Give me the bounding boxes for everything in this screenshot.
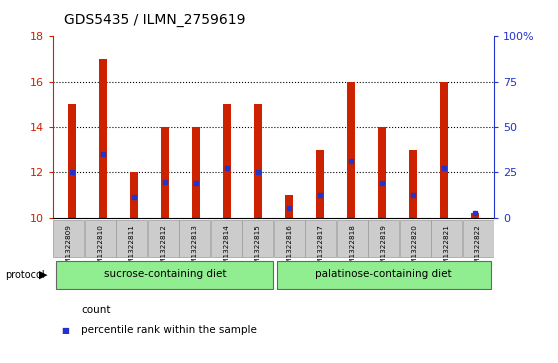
- Bar: [316, 150, 324, 218]
- Bar: [161, 127, 169, 218]
- Bar: [431, 220, 462, 257]
- Bar: [192, 127, 200, 218]
- Text: GSM1322813: GSM1322813: [192, 224, 198, 273]
- Bar: [368, 220, 399, 257]
- Bar: [56, 261, 273, 289]
- Text: count: count: [81, 305, 110, 315]
- Bar: [179, 220, 210, 257]
- Text: GSM1322816: GSM1322816: [286, 224, 292, 273]
- Text: GSM1322819: GSM1322819: [381, 224, 387, 273]
- Text: GSM1322810: GSM1322810: [97, 224, 103, 273]
- Bar: [148, 220, 179, 257]
- Text: percentile rank within the sample: percentile rank within the sample: [81, 325, 257, 335]
- Bar: [347, 82, 355, 218]
- Bar: [99, 59, 107, 218]
- Bar: [472, 213, 479, 218]
- Text: GSM1322822: GSM1322822: [475, 224, 481, 273]
- Bar: [116, 220, 147, 257]
- Bar: [409, 150, 417, 218]
- Bar: [54, 220, 84, 257]
- Bar: [277, 261, 490, 289]
- Bar: [400, 220, 431, 257]
- Text: sucrose-containing diet: sucrose-containing diet: [104, 269, 226, 280]
- Bar: [211, 220, 242, 257]
- Text: GSM1322821: GSM1322821: [444, 224, 450, 273]
- Bar: [85, 220, 116, 257]
- Text: palatinose-containing diet: palatinose-containing diet: [315, 269, 452, 280]
- Bar: [305, 220, 336, 257]
- Text: GDS5435 / ILMN_2759619: GDS5435 / ILMN_2759619: [64, 13, 246, 27]
- Text: ■: ■: [61, 326, 69, 335]
- Bar: [68, 105, 75, 218]
- Text: ▶: ▶: [39, 270, 47, 280]
- Text: GSM1322812: GSM1322812: [160, 224, 166, 273]
- Text: GSM1322815: GSM1322815: [254, 224, 261, 273]
- Bar: [242, 220, 273, 257]
- Text: GSM1322817: GSM1322817: [318, 224, 324, 273]
- Bar: [130, 172, 138, 218]
- Text: GSM1322820: GSM1322820: [412, 224, 418, 273]
- Text: GSM1322814: GSM1322814: [223, 224, 229, 273]
- Bar: [274, 220, 305, 257]
- Bar: [378, 127, 386, 218]
- Text: protocol: protocol: [6, 270, 45, 280]
- Text: GSM1322811: GSM1322811: [129, 224, 134, 273]
- Bar: [440, 82, 448, 218]
- Bar: [463, 220, 493, 257]
- Text: GSM1322809: GSM1322809: [66, 224, 72, 273]
- Text: GSM1322818: GSM1322818: [349, 224, 355, 273]
- Bar: [285, 195, 293, 218]
- Bar: [336, 220, 368, 257]
- Bar: [254, 105, 262, 218]
- Bar: [223, 105, 231, 218]
